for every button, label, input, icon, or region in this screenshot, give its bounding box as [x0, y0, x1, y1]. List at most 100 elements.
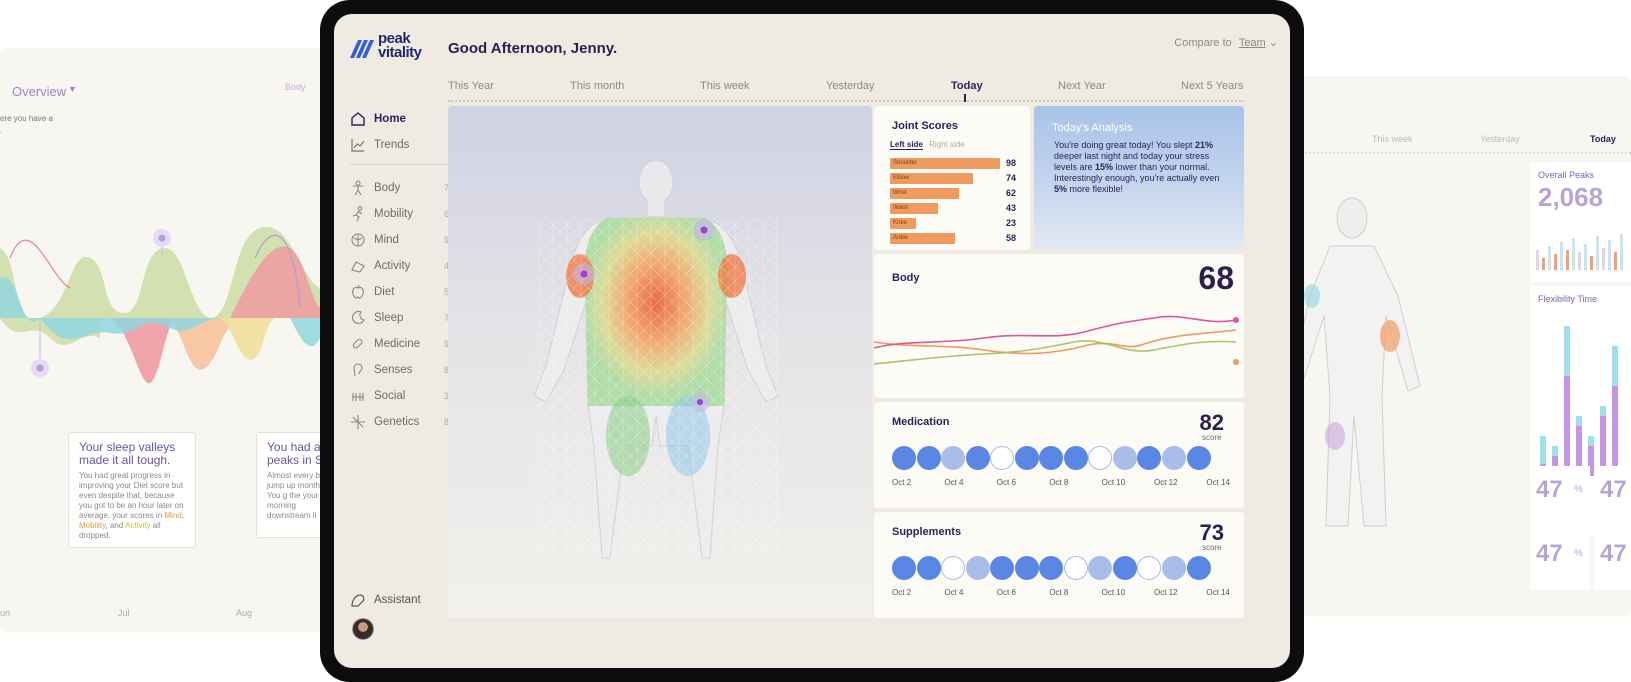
sleep-valley-card[interactable]: Your sleep valleys made it all tough. Yo…: [68, 432, 196, 548]
trend-icon: [350, 137, 366, 153]
right-stats-panel: This week Yesterday Today Overall Peaks …: [1290, 76, 1631, 616]
day-dot[interactable]: [1186, 556, 1211, 580]
date-label: Oct 12: [1154, 588, 1178, 597]
medication-card[interactable]: Medication 82 score Oct 2 Oct 4 Oct 6 Oct 8…: [874, 402, 1244, 508]
joint-score-row[interactable]: Shoulder 98: [890, 156, 1016, 171]
day-dot[interactable]: [1162, 556, 1187, 580]
sidebar-item-mind[interactable]: Mind 96: [350, 227, 454, 253]
assistant-button[interactable]: Assistant: [350, 592, 421, 608]
day-dot[interactable]: [1039, 556, 1064, 580]
day-dot[interactable]: [941, 446, 966, 470]
day-dot[interactable]: [990, 556, 1015, 580]
overall-peaks-card[interactable]: Overall Peaks 2,068: [1530, 162, 1631, 282]
day-dot[interactable]: [941, 556, 966, 580]
day-dot[interactable]: [965, 446, 990, 470]
day-dot[interactable]: [1112, 446, 1137, 470]
supplements-score-unit: score: [1201, 543, 1222, 552]
timeline-item[interactable]: This month: [570, 80, 625, 92]
timeline-item-active[interactable]: Today: [951, 80, 983, 92]
mini-stat-card[interactable]: 47: [1594, 530, 1631, 590]
date-label: Oct 14: [1206, 588, 1230, 597]
sidebar-item-social[interactable]: Social 32: [350, 383, 454, 409]
joint-score-row[interactable]: Elbow 74: [890, 171, 1016, 186]
tab-left-side[interactable]: Left side: [890, 140, 923, 150]
sidebar-item-home[interactable]: Home: [350, 106, 454, 132]
day-dot[interactable]: [1088, 556, 1113, 580]
joint-score-bar: [890, 188, 959, 199]
chevron-down-icon[interactable]: ⌄: [1268, 37, 1278, 49]
timeline-item[interactable]: This Year: [448, 80, 494, 92]
joint-score-value: 74: [1005, 173, 1016, 183]
day-dot[interactable]: [1063, 446, 1088, 470]
timeline-item[interactable]: Yesterday: [826, 80, 875, 92]
day-dot[interactable]: [892, 556, 916, 580]
sidebar-item-activity[interactable]: Activity 46: [350, 253, 454, 279]
joint-name: Shoulder: [893, 160, 918, 166]
mini-stat-card[interactable]: 47 %: [1530, 530, 1590, 590]
joint-score-value: 98: [1005, 158, 1016, 168]
peaks-card[interactable]: You had a peaks in S Almost every big ju…: [256, 432, 340, 538]
body-visualization[interactable]: [448, 106, 872, 618]
body-icon: [350, 180, 366, 196]
day-dot[interactable]: [1162, 446, 1187, 470]
date-label: Oct 2: [892, 478, 912, 487]
compare-value[interactable]: Team: [1238, 37, 1266, 49]
day-dot[interactable]: [1137, 556, 1162, 580]
day-dot[interactable]: [892, 446, 916, 470]
day-dot[interactable]: [1137, 446, 1162, 470]
mini-stat-card[interactable]: 47 %: [1530, 466, 1590, 526]
supplements-card[interactable]: Supplements 73 score Oct 2 Oct 4 Oct 6 Oct …: [874, 512, 1244, 618]
day-dot[interactable]: [1039, 446, 1064, 470]
sidebar-item-trends[interactable]: Trends: [350, 132, 454, 158]
sidebar-item-diet[interactable]: Diet 59: [350, 279, 454, 305]
app-logo[interactable]: peak vitality: [350, 31, 430, 62]
joint-score-row[interactable]: Knee 23: [890, 216, 1016, 231]
day-dot[interactable]: [1063, 556, 1088, 580]
day-dot[interactable]: [990, 446, 1015, 470]
body-figure: [533, 159, 779, 559]
overview-title[interactable]: Overview: [12, 84, 67, 99]
joint-score-row[interactable]: Waist 43: [890, 201, 1016, 216]
sidebar-item-label: Home: [374, 113, 406, 125]
day-dot[interactable]: [1014, 556, 1039, 580]
day-dot[interactable]: [1112, 556, 1137, 580]
timeline-label[interactable]: This week: [1372, 134, 1413, 144]
day-dot[interactable]: [916, 556, 941, 580]
compare-selector[interactable]: Compare to Team ⌄: [1174, 36, 1278, 49]
day-dot[interactable]: [1186, 446, 1211, 470]
joint-scores-card[interactable]: Joint Scores Left side Right side Should…: [874, 106, 1030, 250]
day-dot[interactable]: [916, 446, 941, 470]
date-label: Oct 8: [1049, 478, 1069, 487]
timeline-item[interactable]: Next Year: [1058, 80, 1106, 92]
chevron-down-icon[interactable]: ▼: [68, 84, 77, 94]
sidebar-item-body[interactable]: Body 75: [350, 175, 454, 201]
day-dot[interactable]: [965, 556, 990, 580]
joint-score-row[interactable]: Ankle 58: [890, 231, 1016, 246]
side-tabs: Left side Right side: [890, 140, 965, 150]
timeline-label[interactable]: Today: [1590, 134, 1616, 144]
joint-name: Elbow: [893, 175, 910, 181]
medicine-icon: [350, 336, 366, 352]
sidebar-item-sleep[interactable]: Sleep 77: [350, 305, 454, 331]
joint-score-value: 58: [1005, 233, 1016, 243]
medication-score-unit: score: [1201, 433, 1222, 442]
timeline-item[interactable]: Next 5 Years: [1181, 80, 1244, 92]
timeline-item[interactable]: This week: [700, 80, 750, 92]
day-dot[interactable]: [1088, 446, 1113, 470]
sidebar-item-medicine[interactable]: Medicine 96: [350, 331, 454, 357]
avatar[interactable]: [352, 618, 374, 640]
analysis-title: Today's Analysis: [1052, 122, 1133, 134]
sidebar-item-mobility[interactable]: Mobility 64: [350, 201, 454, 227]
day-dot[interactable]: [1014, 446, 1039, 470]
timeline-marker: [964, 94, 966, 102]
month-label: un: [0, 608, 11, 618]
sidebar-item-genetics[interactable]: Genetics 84: [350, 409, 454, 435]
sidebar-item-label: Genetics: [374, 416, 420, 428]
joint-score-row[interactable]: Wrist 62: [890, 186, 1016, 201]
mini-stat-card[interactable]: 47: [1594, 466, 1631, 526]
body-link[interactable]: Body: [285, 82, 306, 92]
sidebar-item-senses[interactable]: Senses 85: [350, 357, 454, 383]
tab-right-side[interactable]: Right side: [929, 140, 965, 149]
body-score-card[interactable]: Body 68: [874, 254, 1244, 398]
timeline-label[interactable]: Yesterday: [1480, 134, 1520, 144]
